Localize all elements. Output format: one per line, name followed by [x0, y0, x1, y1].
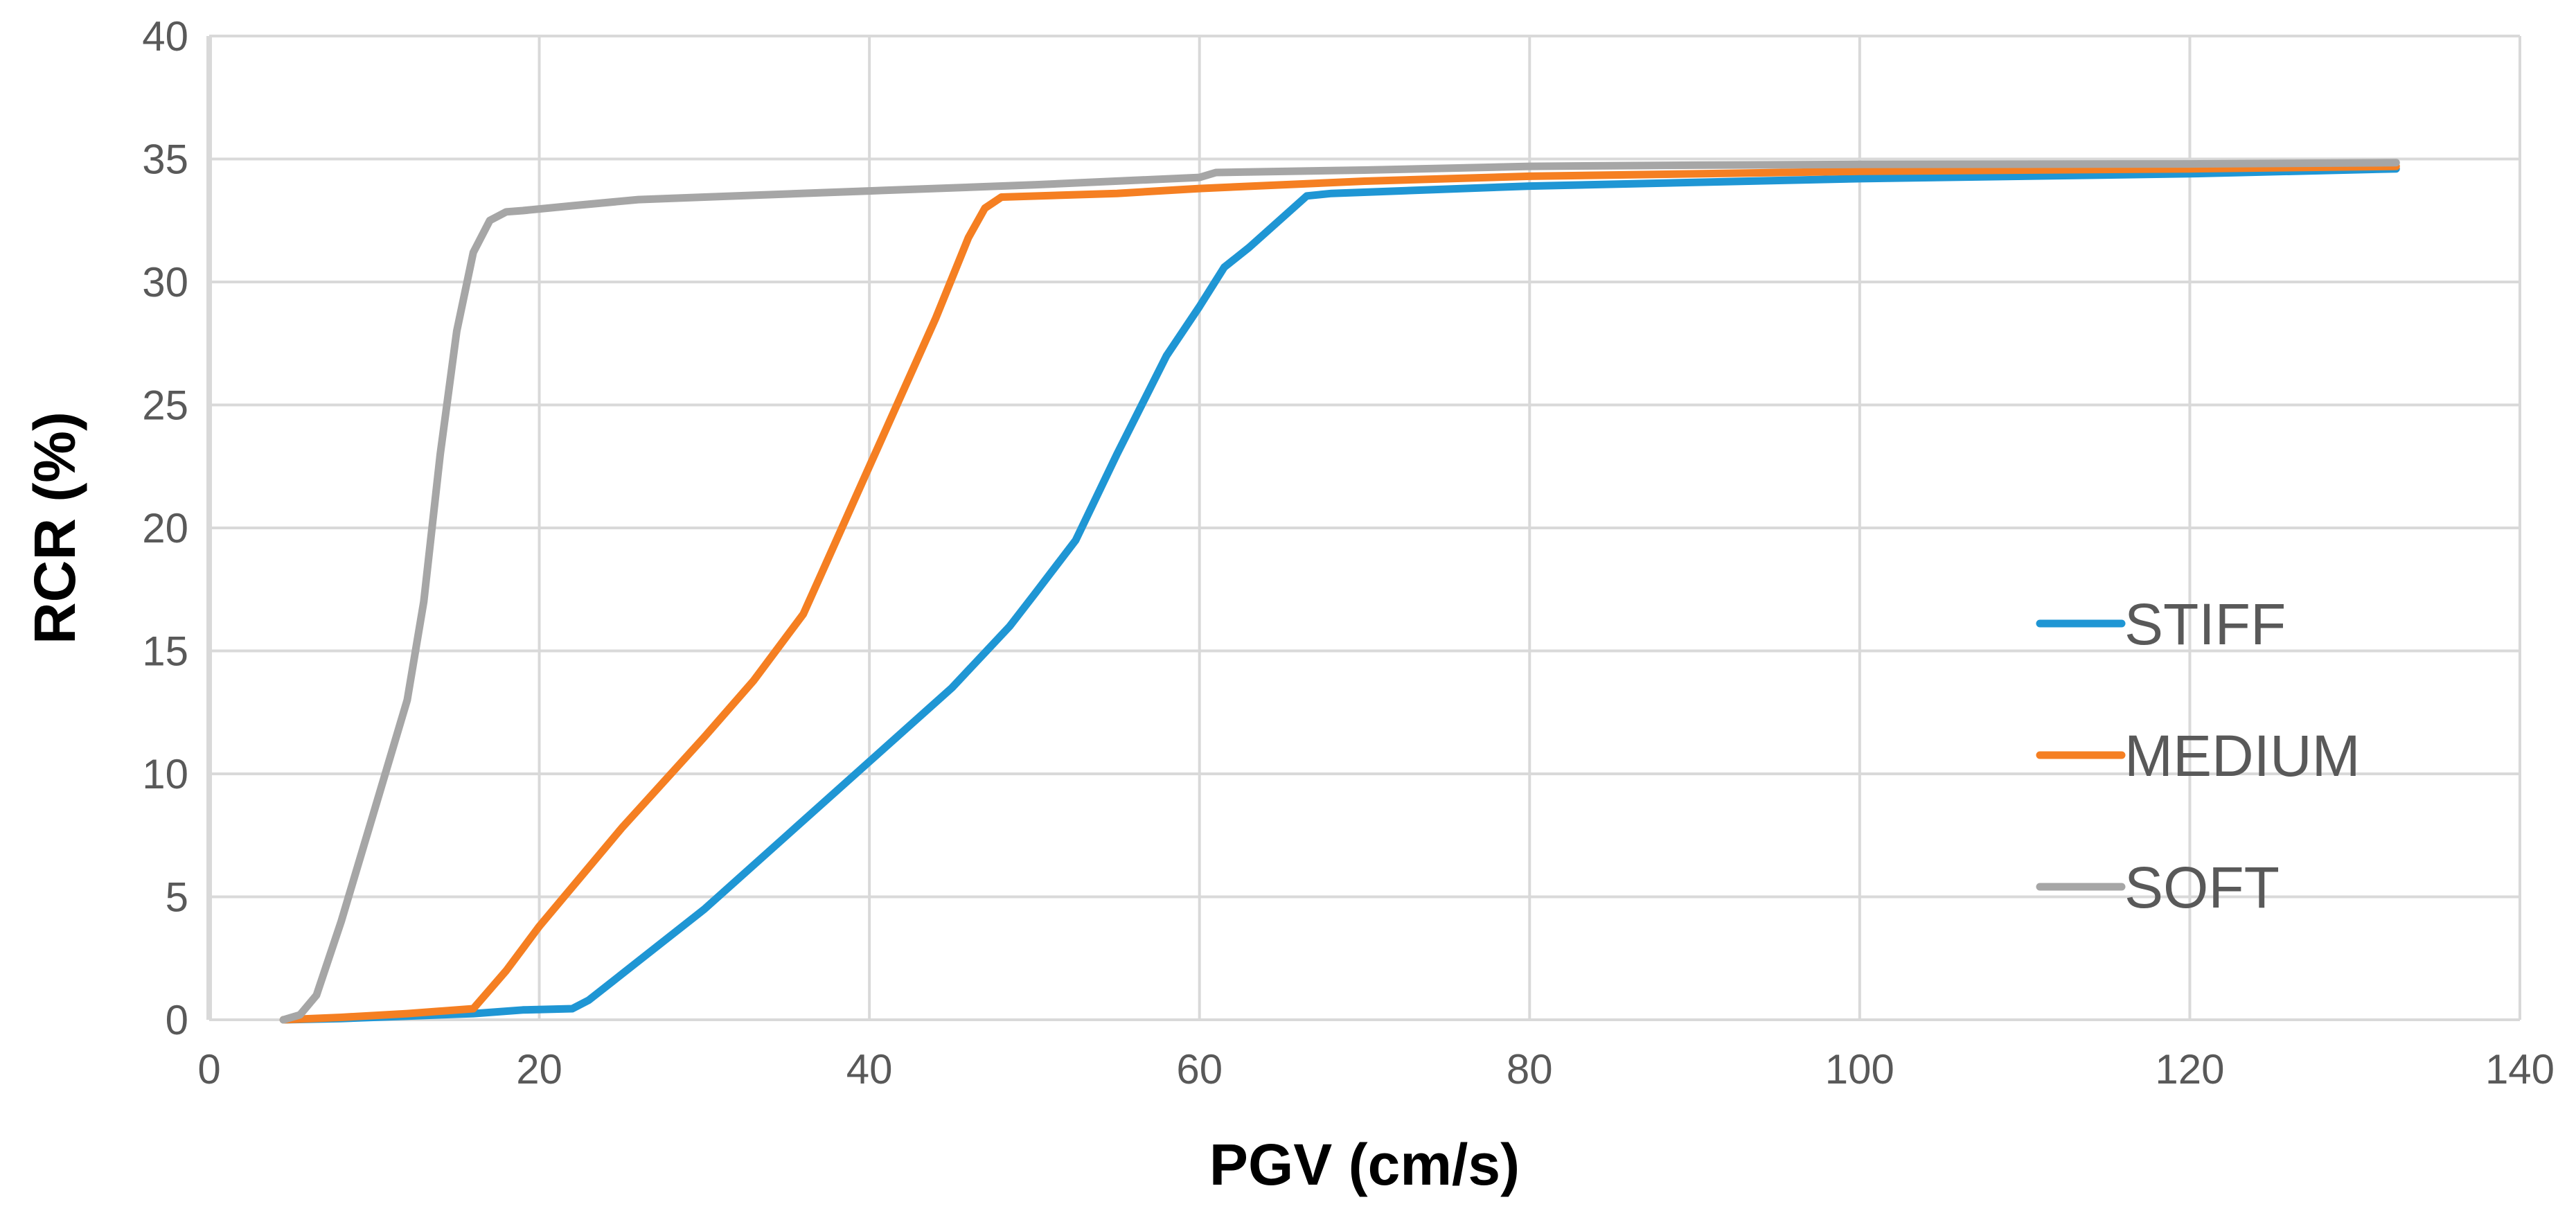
y-tick-label: 5 — [166, 874, 188, 921]
y-tick-label: 0 — [166, 997, 188, 1043]
legend-label-stiff: STIFF — [2124, 592, 2286, 657]
series-line-stiff — [279, 165, 2400, 1024]
y-tick-labels: 0 5 10 15 20 25 30 35 40 — [142, 13, 188, 1043]
legend: STIFF MEDIUM SOFT — [2036, 592, 2361, 920]
y-tick-label: 10 — [142, 751, 188, 797]
legend-label-soft: SOFT — [2124, 855, 2280, 920]
x-tick-label: 80 — [1507, 1046, 1553, 1093]
x-tick-label: 120 — [2155, 1046, 2224, 1093]
y-tick-label: 40 — [142, 13, 188, 60]
y-tick-label: 25 — [142, 382, 188, 429]
y-tick-label: 30 — [142, 259, 188, 306]
y-axis-title: RCR (%) — [22, 412, 87, 644]
gridlines — [209, 35, 2521, 1020]
y-tick-label: 35 — [142, 136, 188, 183]
x-tick-label: 140 — [2485, 1046, 2555, 1093]
series-lines — [279, 159, 2400, 1024]
x-tick-label: 40 — [846, 1046, 893, 1093]
x-axis-title: PGV (cm/s) — [1209, 1132, 1520, 1197]
y-tick-label: 20 — [142, 505, 188, 551]
axes — [206, 36, 2520, 1021]
x-tick-label: 20 — [516, 1046, 562, 1093]
x-tick-label: 60 — [1176, 1046, 1223, 1093]
x-tick-labels: 0 20 40 60 80 100 120 140 — [197, 1046, 2555, 1093]
legend-label-medium: MEDIUM — [2124, 723, 2361, 788]
y-tick-label: 15 — [142, 628, 188, 675]
x-tick-label: 100 — [1825, 1046, 1894, 1093]
x-tick-label: 0 — [197, 1046, 220, 1093]
series-line-medium — [279, 162, 2400, 1024]
series-line-soft — [279, 159, 2400, 1024]
